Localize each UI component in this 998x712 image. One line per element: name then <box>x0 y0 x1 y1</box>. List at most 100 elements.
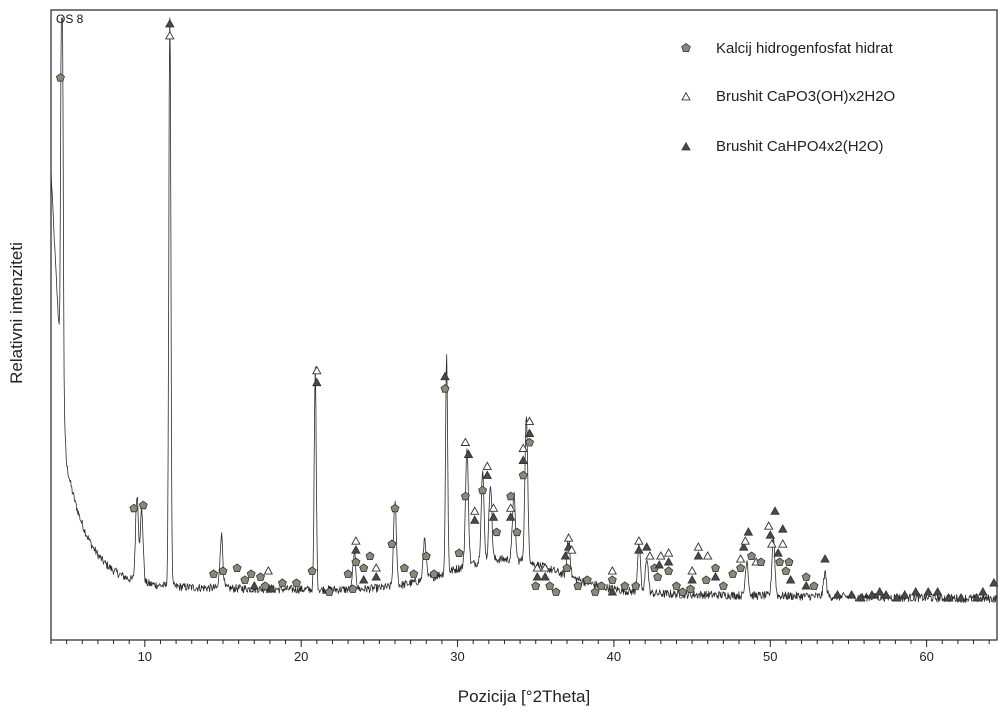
legend-filled-triangle-shape <box>681 141 691 151</box>
legend: Kalcij hidrogenfosfat hidrat Brushit CaP… <box>681 40 895 155</box>
x-tick-label: 60 <box>919 649 933 664</box>
marker-triangle-filled <box>846 589 857 599</box>
marker-pentagon <box>390 503 400 513</box>
marker-pentagon <box>256 572 265 581</box>
marker-triangle-filled <box>867 589 877 599</box>
marker-pentagon <box>551 587 561 596</box>
marker-triangle-filled <box>820 554 830 563</box>
marker-triangle-filled <box>518 455 528 464</box>
x-axis-ticks: 10 20 30 40 50 60 <box>50 640 990 664</box>
marker-triangle-filled <box>312 377 322 387</box>
marker-triangle-filled <box>778 524 788 533</box>
legend-item-pentagon: Kalcij hidrogenfosfat hidrat <box>681 40 894 57</box>
x-tick-label: 30 <box>450 649 464 664</box>
marker-pentagon <box>756 557 766 566</box>
marker-triangle-filled <box>900 589 910 599</box>
diffraction-trace <box>50 17 998 603</box>
sample-label: OS 8 <box>56 12 84 26</box>
marker-pentagon <box>711 563 720 572</box>
marker-triangle-open <box>778 539 788 548</box>
marker-pentagon <box>678 587 688 596</box>
marker-pentagon <box>620 581 630 590</box>
marker-triangle-open <box>763 521 774 530</box>
x-tick-label: 50 <box>763 649 777 664</box>
legend-item-open-triangle: Brushit CaPO3(OH)x2H2O <box>681 88 895 105</box>
marker-triangle-open <box>634 536 644 545</box>
marker-triangle-filled <box>470 515 480 524</box>
marker-pentagon <box>292 578 301 587</box>
legend-pentagon-shape <box>681 43 691 52</box>
marker-triangle-filled <box>687 574 697 584</box>
marker-pentagon <box>653 572 663 581</box>
marker-triangle-open <box>687 565 697 575</box>
marker-pentagon <box>801 572 811 581</box>
y-axis-label: Relativni intenziteti <box>7 242 26 384</box>
marker-pentagon <box>596 581 606 590</box>
marker-triangle-open <box>563 533 574 542</box>
marker-pentagon <box>531 581 541 590</box>
marker-triangle-open <box>767 539 777 548</box>
marker-triangle-open <box>693 542 704 551</box>
legend-marker-filled-triangle <box>681 141 691 151</box>
marker-pentagon <box>307 566 317 575</box>
marker-pentagon <box>701 575 711 584</box>
x-axis-label: Pozicija [°2Theta] <box>458 687 590 706</box>
marker-pentagon <box>518 470 528 480</box>
marker-triangle-filled <box>765 530 776 539</box>
marker-triangle-filled <box>978 586 988 596</box>
marker-pentagon <box>545 581 555 590</box>
marker-triangle-open <box>505 503 516 512</box>
marker-pentagon <box>387 539 397 548</box>
legend-marker-open-triangle <box>681 91 691 101</box>
marker-triangle-filled <box>663 557 674 566</box>
marker-triangle-open <box>312 365 322 375</box>
marker-triangle-filled <box>743 527 754 536</box>
marker-triangle-filled <box>440 371 450 381</box>
marker-pentagon <box>209 569 219 578</box>
marker-triangle-filled <box>371 571 381 581</box>
marker-pentagon <box>421 551 431 560</box>
marker-triangle-filled <box>266 583 277 593</box>
marker-pentagon <box>240 575 250 584</box>
marker-triangle-filled <box>532 571 543 581</box>
x-tick-label: 20 <box>294 649 308 664</box>
marker-triangle-open <box>540 563 550 572</box>
marker-pentagon <box>409 569 419 578</box>
marker-pentagon <box>784 557 794 566</box>
marker-triangle-filled <box>989 577 998 587</box>
legend-label-brushit-1: Brushit CaPO3(OH)x2H2O <box>716 88 895 105</box>
marker-pentagon <box>562 563 572 572</box>
marker-triangle-filled <box>943 592 954 602</box>
marker-pentagon <box>506 491 516 501</box>
marker-pentagon <box>218 566 228 575</box>
marker-triangle-open <box>460 437 471 446</box>
marker-triangle-filled <box>832 589 843 599</box>
marker-triangle-filled <box>785 574 796 584</box>
marker-pentagon <box>686 584 695 593</box>
marker-triangle-filled <box>892 592 902 602</box>
marker-triangle-open <box>524 416 535 426</box>
marker-pentagon <box>277 578 287 587</box>
marker-pentagon <box>747 551 756 560</box>
marker-pentagon <box>525 437 534 447</box>
marker-triangle-open <box>518 443 528 452</box>
marker-triangle-filled <box>773 548 783 557</box>
diffraction-trace-group <box>50 17 998 603</box>
marker-pentagon <box>607 575 617 584</box>
marker-triangle-open <box>470 506 480 515</box>
marker-triangle-filled <box>923 586 933 596</box>
marker-triangle-filled <box>932 586 943 596</box>
marker-pentagon <box>129 503 139 513</box>
marker-triangle-open <box>645 551 655 560</box>
marker-triangle-filled <box>910 586 921 596</box>
marker-triangle-open <box>532 563 543 572</box>
marker-pentagon <box>809 581 819 590</box>
marker-triangle-open <box>488 503 499 512</box>
legend-label-brushit-2: Brushit CaHPO4x2(H2O) <box>716 138 884 155</box>
marker-pentagon <box>781 566 791 575</box>
marker-triangle-open <box>702 551 713 560</box>
marker-triangle-filled <box>801 580 811 590</box>
marker-triangle-filled <box>351 545 361 554</box>
marker-triangle-open <box>740 536 750 545</box>
